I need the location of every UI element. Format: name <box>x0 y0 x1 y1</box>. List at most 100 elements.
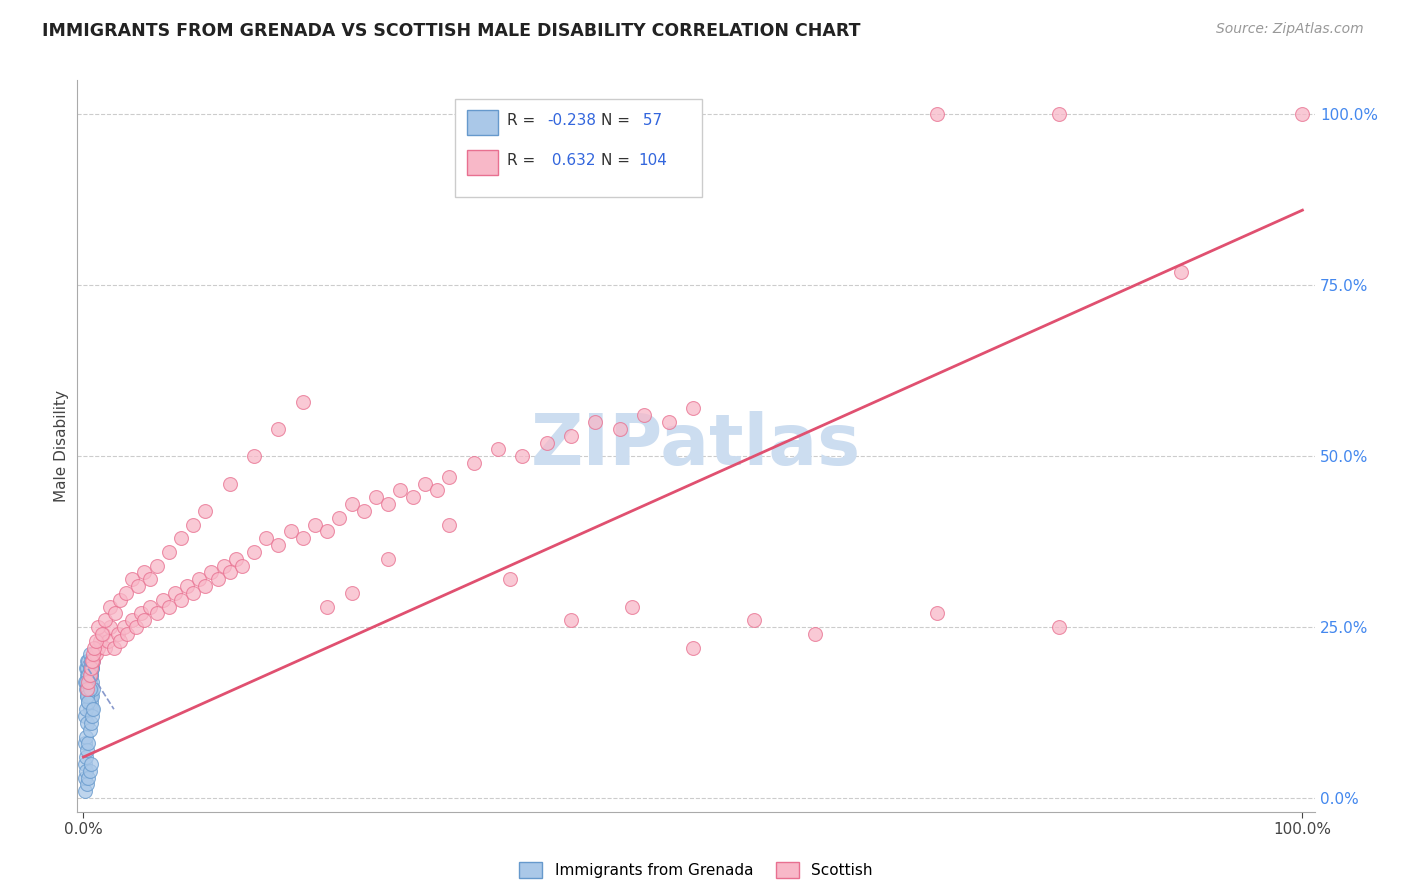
Text: R =: R = <box>506 153 540 169</box>
Point <box>291 394 314 409</box>
Point <box>340 586 363 600</box>
Point <box>89 633 111 648</box>
Point <box>77 689 100 703</box>
Point <box>76 743 98 757</box>
Point <box>401 490 423 504</box>
Text: IMMIGRANTS FROM GRENADA VS SCOTTISH MALE DISABILITY CORRELATION CHART: IMMIGRANTS FROM GRENADA VS SCOTTISH MALE… <box>42 22 860 40</box>
Legend: Immigrants from Grenada, Scottish: Immigrants from Grenada, Scottish <box>513 856 879 885</box>
Point <box>98 599 121 614</box>
Point <box>1047 107 1070 121</box>
Point <box>79 723 101 737</box>
Point <box>207 572 229 586</box>
Point <box>560 429 582 443</box>
Point <box>73 784 96 798</box>
Text: -0.238: -0.238 <box>547 113 596 128</box>
Point <box>76 689 98 703</box>
Point <box>181 586 204 600</box>
Point <box>316 524 339 539</box>
Point <box>437 517 460 532</box>
Text: ZIPatlas: ZIPatlas <box>531 411 860 481</box>
Text: R =: R = <box>506 113 540 128</box>
Point <box>80 654 103 668</box>
Point <box>633 409 655 423</box>
Point <box>80 695 103 709</box>
Point <box>87 640 110 655</box>
Point <box>115 586 138 600</box>
Point <box>243 449 266 463</box>
Point <box>682 401 704 416</box>
Point <box>499 572 522 586</box>
Point <box>112 620 135 634</box>
Point <box>87 620 110 634</box>
Point <box>181 517 204 532</box>
Point <box>75 764 97 778</box>
Point <box>129 607 152 621</box>
Point <box>218 566 240 580</box>
Point <box>73 771 96 785</box>
Text: N =: N = <box>600 153 634 169</box>
Point <box>139 599 162 614</box>
Point <box>108 592 131 607</box>
FancyBboxPatch shape <box>467 110 498 136</box>
Point <box>163 586 186 600</box>
Point <box>80 661 103 675</box>
FancyBboxPatch shape <box>454 99 702 197</box>
Point <box>212 558 235 573</box>
Point <box>925 107 948 121</box>
Point <box>536 435 558 450</box>
Point <box>80 681 103 696</box>
Point <box>486 442 509 457</box>
Point <box>82 654 104 668</box>
Point <box>510 449 533 463</box>
Point <box>76 689 98 703</box>
Point <box>267 538 290 552</box>
Point <box>188 572 211 586</box>
Point <box>121 613 143 627</box>
Point <box>254 531 277 545</box>
Point <box>134 613 156 627</box>
Point <box>121 572 143 586</box>
Point <box>94 640 117 655</box>
Point <box>90 627 112 641</box>
Point <box>76 668 98 682</box>
Point <box>125 620 148 634</box>
Point <box>98 620 121 634</box>
Point <box>76 715 98 730</box>
Point <box>91 627 114 641</box>
Point <box>80 689 103 703</box>
Point <box>79 689 101 703</box>
Point <box>742 613 765 627</box>
Point <box>80 661 103 675</box>
Point <box>243 545 266 559</box>
Point <box>437 469 460 483</box>
Point <box>80 689 103 703</box>
Point <box>291 531 314 545</box>
Point <box>75 750 97 764</box>
Point <box>157 599 180 614</box>
Point <box>925 607 948 621</box>
Point <box>560 613 582 627</box>
Point <box>77 695 100 709</box>
Point <box>76 681 98 696</box>
Point <box>80 668 103 682</box>
Point <box>218 476 240 491</box>
Point <box>152 592 174 607</box>
Y-axis label: Male Disability: Male Disability <box>53 390 69 502</box>
Point <box>389 483 412 498</box>
Point <box>80 668 103 682</box>
Point <box>73 674 96 689</box>
Point <box>83 640 105 655</box>
Point <box>426 483 449 498</box>
Point <box>76 674 98 689</box>
Point <box>77 668 100 682</box>
Point <box>194 579 217 593</box>
Point <box>79 681 101 696</box>
Point <box>75 681 97 696</box>
Point <box>80 661 103 675</box>
Point <box>80 756 103 771</box>
Point <box>107 627 129 641</box>
Point <box>583 415 606 429</box>
Point <box>328 510 350 524</box>
Point <box>463 456 485 470</box>
Point <box>117 627 139 641</box>
